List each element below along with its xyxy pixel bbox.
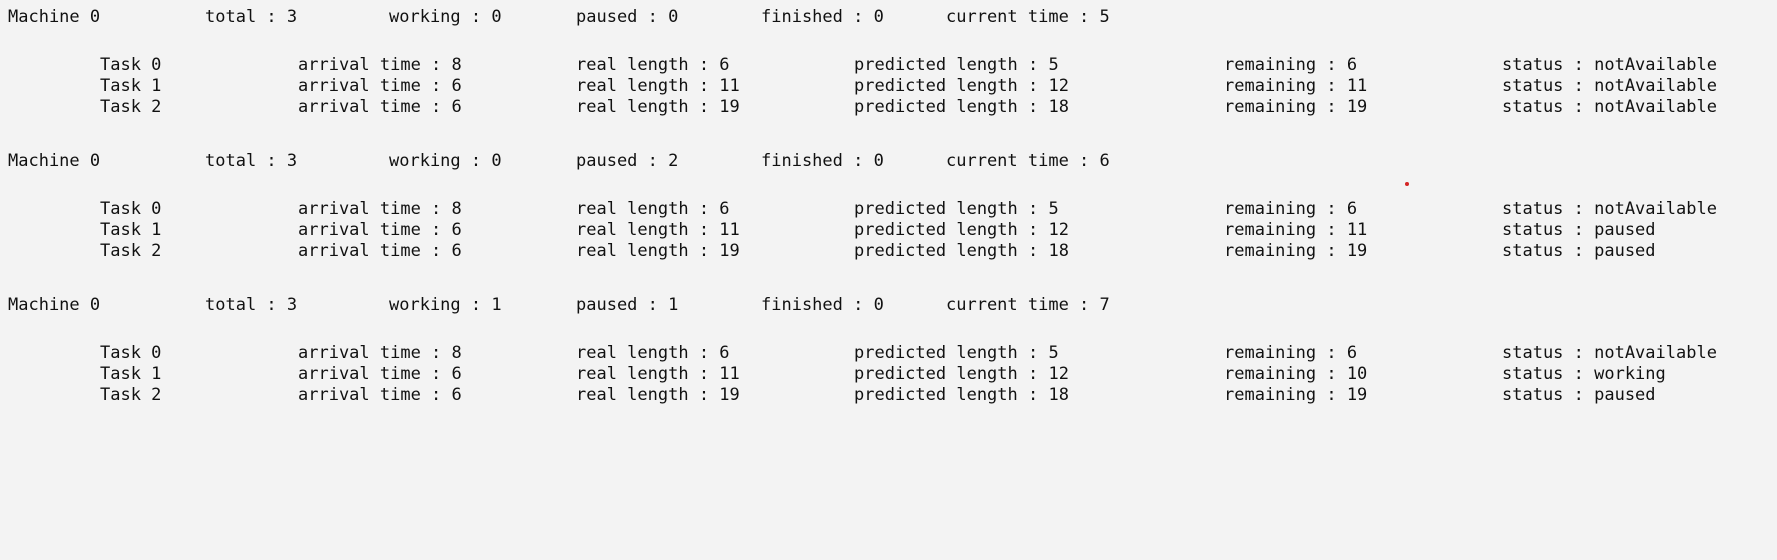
task-predicted-length: predicted length : 12: [854, 364, 1069, 384]
task-real-length: real length : 11: [576, 76, 740, 96]
task-status: status : paused: [1502, 241, 1656, 261]
task-arrival-time: arrival time : 6: [298, 385, 462, 405]
machine-summary-line: Machine 0 total : 3 working : 1 paused :…: [0, 294, 1110, 316]
machine-total: total : 3: [205, 151, 298, 171]
machine-working: working : 0: [389, 7, 502, 27]
task-predicted-length: predicted length : 18: [854, 385, 1069, 405]
task-line: Task 0 arrival time : 8 real length : 6 …: [0, 198, 1717, 220]
machine-summary-line: Machine 0 total : 3 working : 0 paused :…: [0, 6, 1110, 28]
task-remaining: remaining : 19: [1224, 241, 1368, 261]
task-name: Task 0: [100, 343, 162, 363]
task-name: Task 2: [100, 241, 162, 261]
task-status: status : paused: [1502, 385, 1656, 405]
machine-finished: finished : 0: [761, 151, 884, 171]
task-line: Task 2 arrival time : 6 real length : 19…: [0, 96, 1717, 118]
task-arrival-time: arrival time : 6: [298, 76, 462, 96]
task-line: Task 2 arrival time : 6 real length : 19…: [0, 384, 1656, 406]
task-name: Task 1: [100, 76, 162, 96]
task-name: Task 0: [100, 55, 162, 75]
task-remaining: remaining : 19: [1224, 97, 1368, 117]
task-arrival-time: arrival time : 8: [298, 55, 462, 75]
task-line: Task 0 arrival time : 8 real length : 6 …: [0, 342, 1717, 364]
machine-current-time: current time : 5: [946, 7, 1110, 27]
machine-finished: finished : 0: [761, 295, 884, 315]
task-line: Task 0 arrival time : 8 real length : 6 …: [0, 54, 1717, 76]
task-status: status : notAvailable: [1502, 97, 1717, 117]
task-remaining: remaining : 19: [1224, 385, 1368, 405]
task-real-length: real length : 19: [576, 97, 740, 117]
task-predicted-length: predicted length : 5: [854, 199, 1059, 219]
machine-total: total : 3: [205, 7, 298, 27]
machine-current-time: current time : 6: [946, 151, 1110, 171]
task-status: status : working: [1502, 364, 1666, 384]
task-arrival-time: arrival time : 6: [298, 97, 462, 117]
task-remaining: remaining : 6: [1224, 343, 1358, 363]
task-predicted-length: predicted length : 5: [854, 343, 1059, 363]
machine-finished: finished : 0: [761, 7, 884, 27]
task-status: status : notAvailable: [1502, 199, 1717, 219]
task-predicted-length: predicted length : 18: [854, 241, 1069, 261]
task-name: Task 1: [100, 364, 162, 384]
machine-working: working : 1: [389, 295, 502, 315]
machine-name: Machine 0: [8, 295, 101, 315]
cursor-marker-dot: [1405, 182, 1409, 186]
task-real-length: real length : 11: [576, 220, 740, 240]
task-arrival-time: arrival time : 6: [298, 364, 462, 384]
task-remaining: remaining : 10: [1224, 364, 1368, 384]
machine-total: total : 3: [205, 295, 298, 315]
task-real-length: real length : 19: [576, 241, 740, 261]
task-arrival-time: arrival time : 6: [298, 220, 462, 240]
task-status: status : notAvailable: [1502, 343, 1717, 363]
task-name: Task 1: [100, 220, 162, 240]
machine-current-time: current time : 7: [946, 295, 1110, 315]
task-status: status : paused: [1502, 220, 1656, 240]
machine-paused: paused : 1: [576, 295, 679, 315]
task-predicted-length: predicted length : 18: [854, 97, 1069, 117]
task-line: Task 1 arrival time : 6 real length : 11…: [0, 363, 1666, 385]
task-status: status : notAvailable: [1502, 55, 1717, 75]
task-arrival-time: arrival time : 8: [298, 343, 462, 363]
task-line: Task 1 arrival time : 6 real length : 11…: [0, 75, 1717, 97]
task-predicted-length: predicted length : 12: [854, 220, 1069, 240]
task-remaining: remaining : 6: [1224, 199, 1358, 219]
machine-paused: paused : 2: [576, 151, 679, 171]
task-real-length: real length : 6: [576, 199, 730, 219]
task-real-length: real length : 6: [576, 343, 730, 363]
task-real-length: real length : 19: [576, 385, 740, 405]
task-real-length: real length : 11: [576, 364, 740, 384]
task-line: Task 1 arrival time : 6 real length : 11…: [0, 219, 1656, 241]
console-output: Machine 0 total : 3 working : 0 paused :…: [0, 6, 1717, 406]
task-arrival-time: arrival time : 6: [298, 241, 462, 261]
machine-working: working : 0: [389, 151, 502, 171]
task-status: status : notAvailable: [1502, 76, 1717, 96]
task-line: Task 2 arrival time : 6 real length : 19…: [0, 240, 1656, 262]
machine-name: Machine 0: [8, 151, 101, 171]
task-arrival-time: arrival time : 8: [298, 199, 462, 219]
task-predicted-length: predicted length : 5: [854, 55, 1059, 75]
task-name: Task 2: [100, 385, 162, 405]
task-name: Task 0: [100, 199, 162, 219]
machine-paused: paused : 0: [576, 7, 679, 27]
task-remaining: remaining : 11: [1224, 76, 1368, 96]
machine-name: Machine 0: [8, 7, 101, 27]
task-real-length: real length : 6: [576, 55, 730, 75]
task-predicted-length: predicted length : 12: [854, 76, 1069, 96]
machine-summary-line: Machine 0 total : 3 working : 0 paused :…: [0, 150, 1110, 172]
task-name: Task 2: [100, 97, 162, 117]
task-remaining: remaining : 6: [1224, 55, 1358, 75]
task-remaining: remaining : 11: [1224, 220, 1368, 240]
